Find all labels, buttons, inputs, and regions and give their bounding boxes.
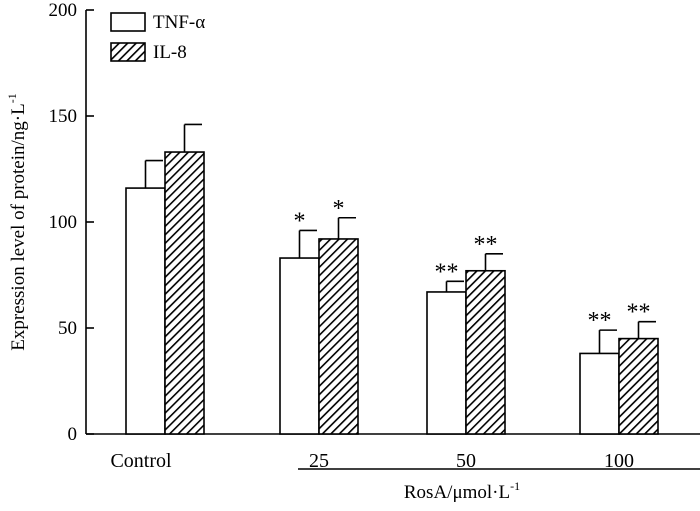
legend: TNF-α IL-8 (110, 12, 205, 63)
y-axis-label: Expression level of protein/ng·L-1 (5, 93, 29, 350)
legend-swatch-tnf (110, 12, 146, 32)
significance-il8-50: ** (474, 232, 498, 258)
y-ticks: 0 50 100 150 200 (49, 0, 94, 445)
bar-il8-100 (618, 337, 659, 435)
x-tick-label-100: 100 (604, 450, 634, 472)
x-axis-label: RosA/μmol·L-1 (404, 479, 520, 503)
y-tick-label-150: 150 (49, 106, 78, 127)
y-tick-label-50: 50 (58, 318, 77, 339)
significance-il8-25: * (333, 196, 345, 222)
y-tick-label-0: 0 (68, 424, 78, 445)
bar-tnf-control (125, 187, 166, 435)
significance-tnf-100: ** (588, 308, 612, 334)
significance-tnf-50: ** (435, 259, 459, 285)
y-tick-label-100: 100 (49, 212, 78, 233)
x-axis-label-main: RosA/μmol·L (404, 482, 510, 503)
bar-il8-50 (465, 269, 506, 435)
bar-tnf-100 (579, 352, 620, 435)
bar-il8-control (164, 151, 205, 435)
x-tick-label-50: 50 (456, 450, 476, 472)
significance-tnf-25: * (294, 208, 306, 234)
x-tick-label-control: Control (110, 450, 172, 472)
x-tick-labels: Control 25 50 100 (110, 450, 634, 472)
bar-tnf-25 (279, 257, 320, 435)
significance-il8-100: ** (627, 300, 651, 326)
y-axis-label-main: Expression level of protein/ng·L (8, 103, 29, 350)
y-axis-label-superscript: -1 (5, 93, 19, 103)
legend-label-tnf: TNF-α (153, 12, 205, 33)
bar-tnf-50 (426, 291, 467, 435)
bar-il8-25 (318, 238, 359, 435)
x-tick-label-25: 25 (309, 450, 329, 472)
legend-label-il8: IL-8 (153, 42, 187, 63)
bars-layer: * ******* ** (125, 123, 659, 435)
x-axis-label-superscript: -1 (510, 479, 520, 493)
y-tick-label-200: 200 (49, 0, 78, 21)
legend-swatch-il8 (110, 42, 146, 62)
